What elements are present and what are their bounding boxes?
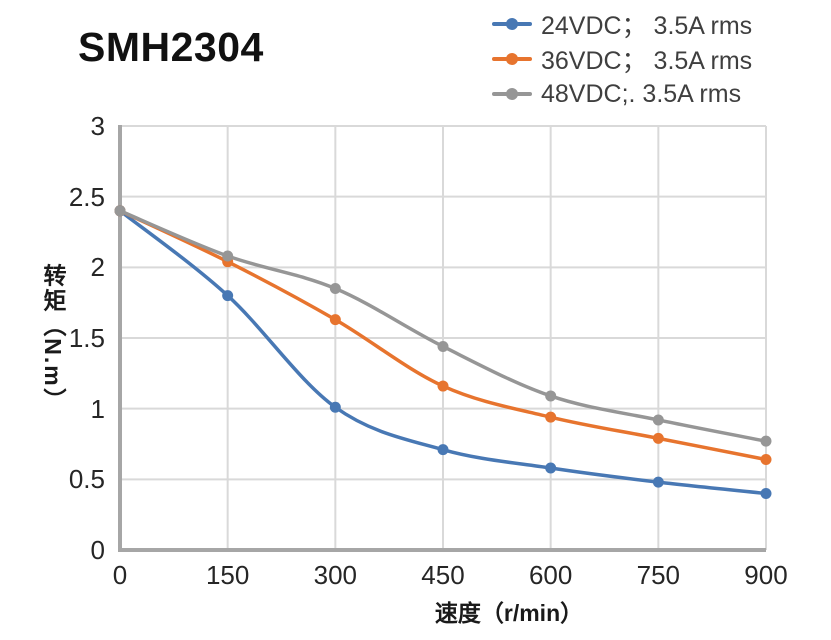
legend-dot bbox=[506, 18, 518, 30]
series-marker-0 bbox=[652, 476, 664, 488]
y-tick-label: 3 bbox=[90, 111, 105, 141]
x-tick-label: 450 bbox=[421, 560, 465, 590]
legend-item-0: 24VDC； 3.5A rms bbox=[492, 9, 753, 40]
legend-marker-icon bbox=[492, 88, 532, 100]
legend-marker-icon bbox=[492, 18, 532, 30]
chart-legend: 24VDC； 3.5A rms 36VDC； 3.5A rms 48VDC;. 3.… bbox=[492, 9, 752, 109]
y-tick-label: 2 bbox=[90, 252, 105, 283]
series-marker-1 bbox=[652, 432, 664, 444]
legend-label: 36VDC； 3.5A rms bbox=[541, 47, 753, 75]
series-marker-0 bbox=[545, 462, 557, 474]
y-tick-label: 1.5 bbox=[68, 323, 105, 353]
legend-dot bbox=[506, 53, 518, 65]
y-tick-label: 1 bbox=[90, 393, 105, 424]
series-marker-2 bbox=[329, 283, 341, 295]
legend-item-2: 48VDC;. 3.5A rms bbox=[492, 79, 752, 109]
series-marker-2 bbox=[114, 205, 126, 217]
x-tick-label: 150 bbox=[205, 560, 250, 590]
y-tick-label: 0 bbox=[90, 535, 105, 565]
legend-marker-icon bbox=[492, 53, 532, 65]
legend-item-1: 36VDC； 3.5A rms bbox=[492, 44, 753, 75]
series-marker-2 bbox=[222, 250, 234, 262]
series-marker-1 bbox=[437, 380, 449, 392]
series-marker-1 bbox=[545, 411, 557, 423]
series-marker-2 bbox=[545, 390, 557, 402]
series-marker-2 bbox=[652, 414, 664, 426]
series-marker-0 bbox=[222, 290, 234, 302]
y-axis-title: 转矩（N.m） bbox=[40, 263, 66, 413]
x-axis-title: 速度（r/min） bbox=[434, 600, 584, 626]
series-marker-1 bbox=[760, 454, 772, 466]
x-tick-label: 300 bbox=[313, 560, 358, 590]
x-tick-label: 750 bbox=[636, 560, 681, 590]
legend-dot bbox=[506, 88, 518, 100]
x-tick-label: 900 bbox=[744, 560, 788, 590]
series-marker-1 bbox=[329, 314, 341, 326]
chart-title: SMH2304 bbox=[78, 24, 264, 70]
x-tick-label: 600 bbox=[528, 560, 573, 590]
series-marker-2 bbox=[437, 340, 449, 352]
legend-label: 24VDC； 3.5A rms bbox=[541, 12, 753, 40]
series-marker-0 bbox=[329, 401, 341, 413]
x-tick-label: 0 bbox=[112, 560, 128, 590]
series-marker-0 bbox=[437, 444, 449, 456]
series-marker-2 bbox=[760, 435, 772, 447]
series-marker-0 bbox=[760, 487, 772, 499]
y-tick-label: 2.5 bbox=[68, 181, 105, 212]
y-tick-label: 0.5 bbox=[68, 464, 105, 495]
legend-label: 48VDC;. 3.5A rms bbox=[541, 79, 742, 108]
